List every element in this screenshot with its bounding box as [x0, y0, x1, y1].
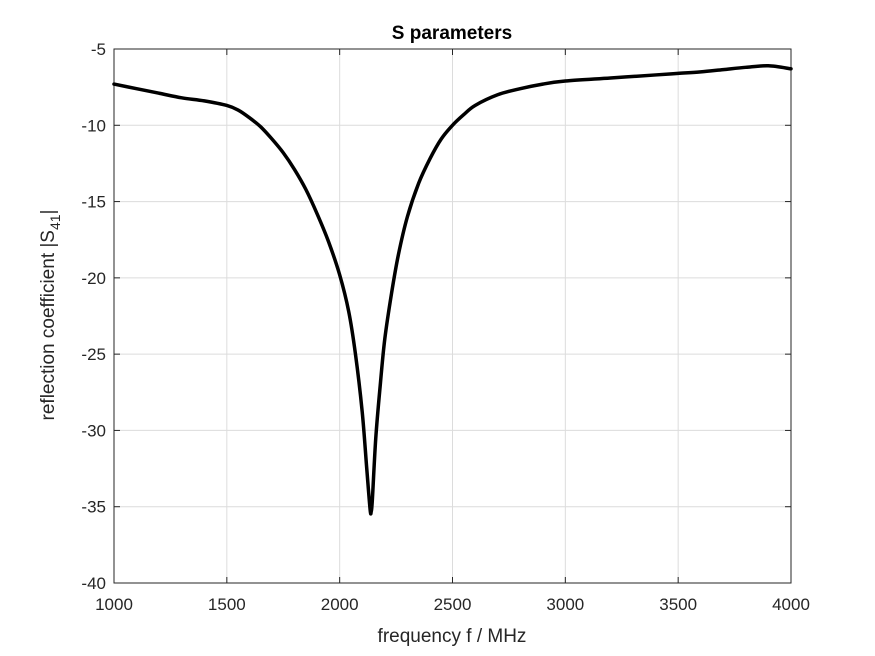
x-tick-label: 1000	[95, 595, 133, 614]
x-tick-label: 3000	[546, 595, 584, 614]
y-tick-label: -10	[81, 116, 106, 135]
x-tick-label: 2500	[434, 595, 472, 614]
y-tick-label: -25	[81, 345, 106, 364]
chart-title: S parameters	[392, 23, 512, 44]
y-axis-label-suffix: |	[38, 210, 59, 215]
y-axis-label-prefix: reflection coefficient |S	[38, 230, 59, 420]
y-tick-label: -35	[81, 498, 106, 517]
y-tick-label: -15	[81, 193, 106, 212]
x-tick-label: 3500	[659, 595, 697, 614]
y-tick-label: -30	[81, 421, 106, 440]
series-line	[112, 63, 793, 516]
y-tick-label: -40	[81, 574, 106, 593]
y-axis-label-subscript: 41	[47, 214, 63, 230]
x-axis-label: frequency f / MHz	[378, 626, 527, 647]
x-tick-label: 2000	[321, 595, 359, 614]
y-tick-label: -20	[81, 269, 106, 288]
ticks: 1000 1500 2000 2500 3000 3500 4000 -40 -35 -30 -25…	[81, 40, 809, 614]
y-tick-label: -5	[91, 40, 106, 59]
x-tick-label: 4000	[772, 595, 810, 614]
x-tick-label: 1500	[208, 595, 246, 614]
y-axis-label: reflection coefficient |S41|	[38, 210, 63, 421]
